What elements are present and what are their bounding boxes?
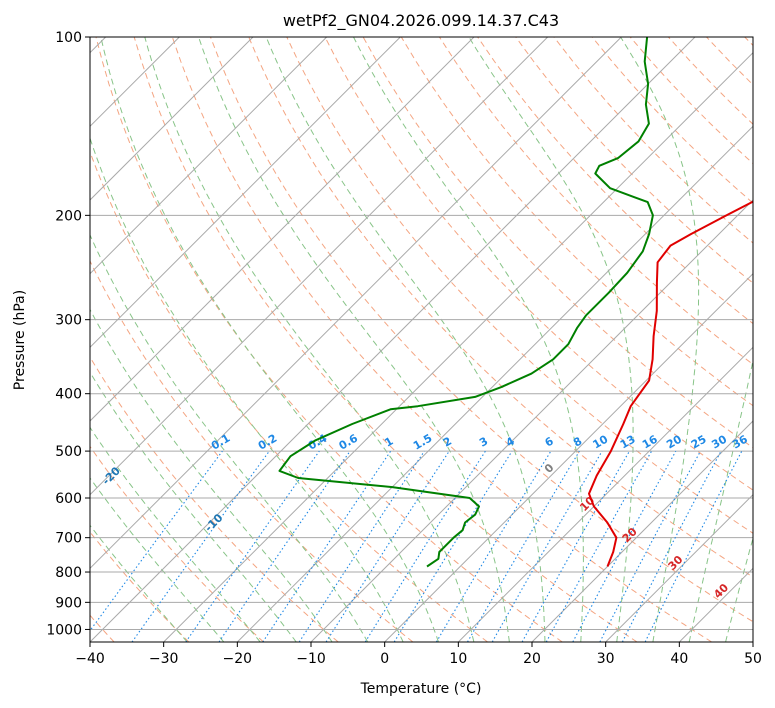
moist-adiabat-line [620,37,700,642]
x-tick-label: −30 [149,651,179,667]
x-axis-label: Temperature (°C) [360,681,482,697]
profile-series [278,37,753,568]
dry-adiabat-line [171,37,712,642]
y-tick-label: 1000 [46,622,82,638]
moist-adiabat-line [688,358,753,642]
moist-adiabat-line [90,136,404,642]
y-tick-label: 500 [55,444,82,460]
mixing-ratio-line [572,450,677,642]
y-tick-label: 200 [55,208,82,224]
plot-frame [89,36,754,643]
y-tick-label: 800 [55,565,82,581]
moist-adiabat-line [90,426,261,642]
dry-adiabat-line [210,37,753,623]
isotherm-line [90,37,254,201]
isotherm-line [90,37,696,642]
dry-adiabats [90,37,753,642]
moist-adiabat-line [353,37,584,642]
x-tick-label: −40 [75,651,105,667]
isotherm-grid [90,37,753,642]
moist-adiabat-line [90,477,225,642]
x-tick-label: 40 [670,651,688,667]
isotherm-line [90,37,328,275]
isotherm-line [457,346,753,642]
isotherm-line [90,37,622,570]
mixing-ratio-line [393,450,513,642]
dry-adiabat-line [324,37,753,491]
x-tick-label: −20 [223,651,253,667]
mixing-ratio-line [185,450,320,642]
dry-adiabat-line [95,37,563,642]
y-tick-label: 700 [55,531,82,547]
y-axis-label: Pressure (hPa) [12,290,28,390]
isotherm-line [531,420,753,642]
dry-adiabat-line [286,37,753,534]
isotherm-line [310,199,753,642]
mixing-ratio-line [262,450,392,642]
moist-adiabats [90,37,753,642]
mixing-ratio-line [298,450,425,642]
moist-adiabat-line [198,37,510,642]
y-axis: 1000 900 800 700 600 500 400 300 200 100 [46,30,90,638]
chart-title: wetPf2_GN04.2026.099.14.37.C43 [283,11,559,31]
mixing-ratio-line [131,450,270,642]
mixing-ratio-line [521,450,630,642]
x-tick-label: 30 [597,651,615,667]
moist-adiabat-line [90,308,333,642]
isotherm-line [90,37,401,349]
moist-adiabat-line [90,233,369,642]
dewpoint-profile-line [278,37,654,568]
y-tick-label: 100 [55,30,82,46]
x-tick-label: 10 [449,651,467,667]
dry-adiabat-line [133,37,638,642]
isotherm-line [384,272,753,642]
isobar-grid [90,37,753,630]
y-tick-label: 600 [55,491,82,507]
y-tick-label: 400 [55,387,82,403]
x-tick-label: 20 [523,651,541,667]
mixing-ratio-line [218,450,351,642]
isotherm-line [605,493,753,642]
y-tick-label: 900 [55,595,82,611]
dry-adiabat-line [248,37,753,578]
moist-adiabat-line [90,524,188,642]
isotherm-line [90,37,549,496]
moist-adiabat-line [144,37,475,642]
isotherm-line [90,37,475,422]
moist-adiabat-line [100,37,439,642]
dry-adiabat-line [90,356,339,642]
dry-adiabat-line [90,259,414,642]
x-tick-label: 0 [380,651,389,667]
y-tick-label: 300 [55,313,82,329]
x-tick-label: 50 [744,651,762,667]
mixing-ratio-line [90,450,223,632]
dry-adiabat-line [90,445,264,642]
isotherm-line [236,125,753,642]
temperature-profile-line [588,200,753,567]
moist-adiabat-line [725,536,753,642]
x-tick-label: −10 [296,651,326,667]
plot-area: 0.10.20.40.611.52346810131620253036-100-… [90,37,753,642]
isotherm-line [163,51,753,642]
mixing-ratio-line [644,450,743,642]
mixing-ratio-line [325,450,450,642]
mixing-ratio-line [545,450,653,642]
mixing-ratio-lines [90,450,743,642]
moist-adiabat-line [90,371,297,642]
x-axis: −40 −30 −20 −10 0 10 20 30 40 50 [75,642,762,667]
moist-adiabat-line [265,37,546,642]
dry-adiabat-line [515,37,753,284]
